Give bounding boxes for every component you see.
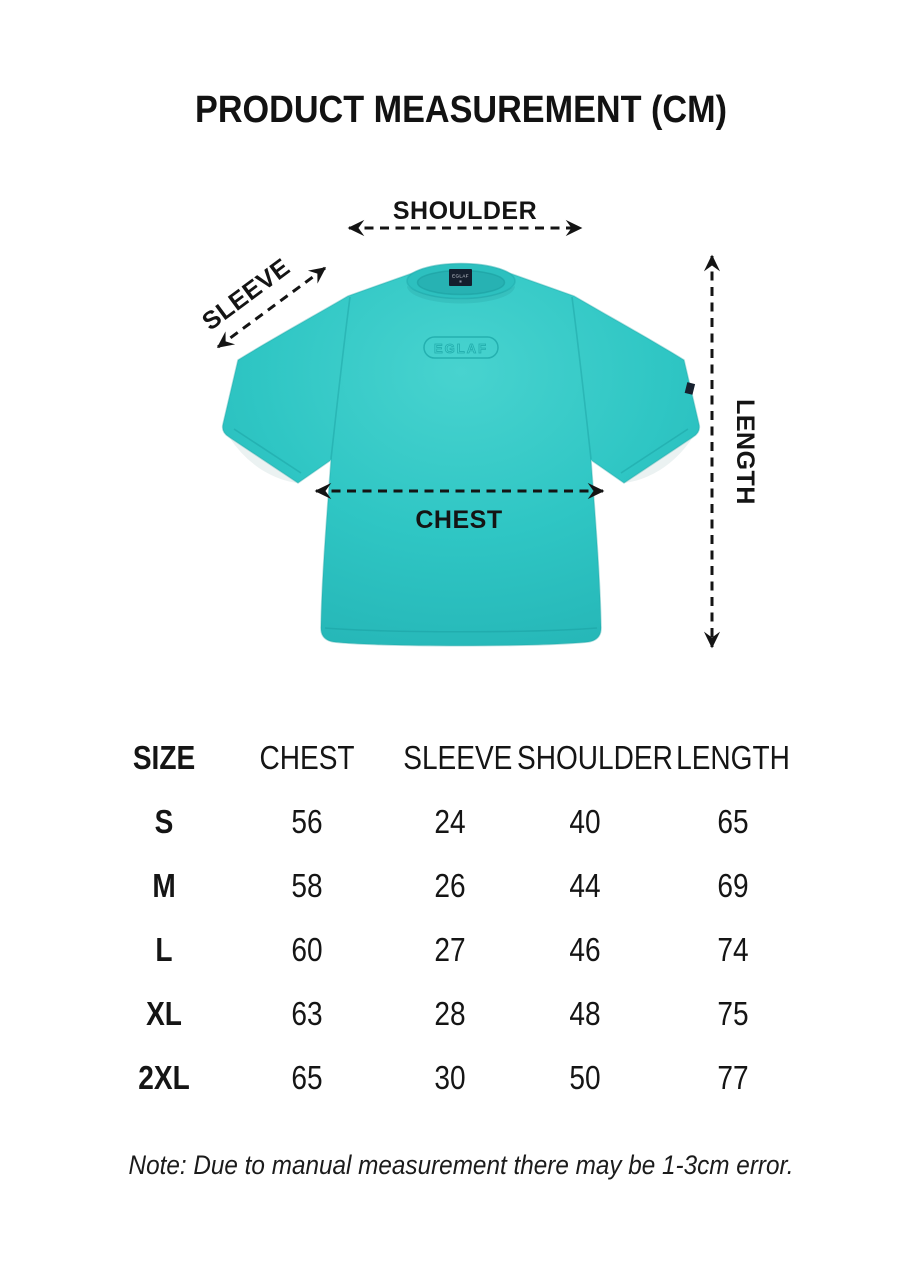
size-label: S [154, 802, 174, 840]
page-title: PRODUCT MEASUREMENT (CM) [195, 89, 727, 131]
table-cell: 50 [569, 1058, 601, 1096]
column-header-size: SIZE [132, 738, 196, 776]
table-cell: 56 [291, 802, 323, 840]
size-label: M [152, 866, 176, 904]
right-cuff-stitch [620, 428, 689, 474]
measurement-note: Note: Due to manual measurement there ma… [128, 1150, 794, 1180]
collar-brand-tag [449, 269, 472, 286]
table-cell: 40 [569, 802, 601, 840]
shoulder-label: SHOULDER [393, 197, 537, 225]
size-label: XL [146, 994, 182, 1032]
table-cell: 30 [434, 1058, 466, 1096]
left-armhole-seam [330, 296, 351, 460]
table-cell: 69 [717, 866, 749, 904]
tshirt-measurement-diagram: EGLAF EGLAF SHOULDER SLEEVE CHEST LENGTH [197, 197, 759, 649]
table-cell: 28 [434, 994, 466, 1032]
table-cell: 65 [717, 802, 749, 840]
size-table: SIZE CHEST SLEEVE SHOULDER LENGTH S 56 2… [109, 725, 801, 1109]
tshirt-graphic: EGLAF EGLAF [221, 262, 701, 647]
table-cell: 27 [434, 930, 466, 968]
table-cell: 65 [291, 1058, 323, 1096]
collar-tag-dot [459, 280, 462, 283]
sleeve-label: SLEEVE [197, 253, 295, 336]
table-cell: 74 [717, 930, 749, 968]
table-cell: 77 [717, 1058, 749, 1096]
collar-brand-tag-label: EGLAF [452, 274, 469, 279]
table-cell: 48 [569, 994, 601, 1032]
tshirt-body [221, 264, 701, 647]
collar-shadow [407, 286, 515, 304]
table-cell: 60 [291, 930, 323, 968]
sleeve-arrow [216, 266, 327, 349]
length-label: LENGTH [731, 399, 759, 505]
right-sleeve-shadow [624, 437, 693, 483]
column-header-sleeve: SLEEVE [403, 738, 513, 776]
column-header-chest: CHEST [259, 738, 355, 776]
table-cell: 46 [569, 930, 601, 968]
size-label: L [155, 930, 173, 968]
table-cell: 24 [434, 802, 466, 840]
sleeve-tag [684, 382, 696, 395]
column-header-shoulder: SHOULDER [517, 738, 673, 776]
chest-label: CHEST [415, 506, 502, 534]
left-sleeve-shadow [229, 437, 298, 483]
hem-stitch [324, 627, 598, 633]
table-cell: 26 [434, 866, 466, 904]
table-cell: 58 [291, 866, 323, 904]
size-label: 2XL [138, 1058, 190, 1096]
column-header-length: LENGTH [676, 738, 790, 776]
right-armhole-seam [571, 296, 592, 460]
table-cell: 44 [569, 866, 601, 904]
table-cell: 63 [291, 994, 323, 1032]
chest-logo-outline [423, 336, 499, 359]
left-cuff-stitch [233, 428, 302, 474]
chest-logo-text: EGLAF [434, 341, 488, 356]
table-cell: 75 [717, 994, 749, 1032]
